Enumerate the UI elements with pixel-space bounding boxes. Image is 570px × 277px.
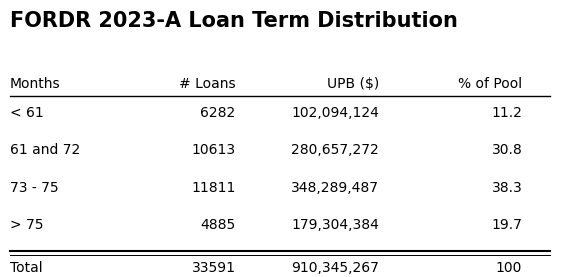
Text: 30.8: 30.8: [491, 143, 522, 157]
Text: 910,345,267: 910,345,267: [291, 261, 379, 275]
Text: FORDR 2023-A Loan Term Distribution: FORDR 2023-A Loan Term Distribution: [10, 11, 458, 31]
Text: 11811: 11811: [192, 181, 235, 195]
Text: 33591: 33591: [192, 261, 235, 275]
Text: Months: Months: [10, 77, 60, 91]
Text: 11.2: 11.2: [491, 106, 522, 120]
Text: 61 and 72: 61 and 72: [10, 143, 80, 157]
Text: 19.7: 19.7: [491, 218, 522, 232]
Text: 6282: 6282: [201, 106, 235, 120]
Text: UPB ($): UPB ($): [327, 77, 379, 91]
Text: > 75: > 75: [10, 218, 43, 232]
Text: 100: 100: [496, 261, 522, 275]
Text: 4885: 4885: [201, 218, 235, 232]
Text: 73 - 75: 73 - 75: [10, 181, 58, 195]
Text: 38.3: 38.3: [491, 181, 522, 195]
Text: 179,304,384: 179,304,384: [291, 218, 379, 232]
Text: # Loans: # Loans: [179, 77, 235, 91]
Text: 102,094,124: 102,094,124: [291, 106, 379, 120]
Text: Total: Total: [10, 261, 42, 275]
Text: 10613: 10613: [192, 143, 235, 157]
Text: 348,289,487: 348,289,487: [291, 181, 379, 195]
Text: 280,657,272: 280,657,272: [291, 143, 379, 157]
Text: % of Pool: % of Pool: [458, 77, 522, 91]
Text: < 61: < 61: [10, 106, 43, 120]
